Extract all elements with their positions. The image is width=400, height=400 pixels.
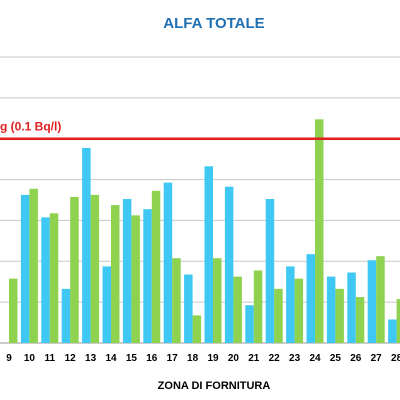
bar-zone-11-series-1 [41, 217, 50, 343]
bars [9, 119, 400, 343]
x-tick-label: 17 [167, 353, 179, 364]
bar-zone-19-series-1 [204, 166, 213, 343]
bar-zone-18-series-1 [184, 274, 193, 343]
x-tick-label: 18 [187, 353, 199, 364]
bar-zone-27-series-1 [367, 260, 377, 343]
x-tick-label: 25 [330, 353, 342, 364]
x-tick-label: 21 [248, 353, 260, 364]
bar-zone-14-series-2 [111, 205, 120, 343]
bar-zone-15-series-1 [122, 198, 132, 343]
bar-zone-26-series-2 [355, 297, 365, 343]
x-tick-label: 15 [126, 353, 138, 364]
bar-zone-25-series-2 [335, 288, 344, 343]
x-tick-label: 23 [289, 353, 301, 364]
bar-zone-20-series-2 [233, 276, 242, 343]
bar-zone-10-series-2 [29, 188, 38, 343]
bar-zone-14-series-1 [102, 266, 111, 343]
x-tick-labels: 9 10 11 12 13 14 15 16 17 18 19 20 21 22 23 24 25 26 27 28 [6, 353, 400, 364]
bar-zone-16-series-1 [143, 209, 152, 343]
bar-zone-18-series-2 [192, 315, 202, 343]
bar-zone-25-series-1 [326, 276, 336, 343]
bar-zone-10-series-1 [20, 194, 30, 343]
x-tick-label: 27 [371, 353, 383, 364]
bar-zone-13-series-1 [82, 147, 91, 343]
x-tick-label: 19 [207, 353, 219, 364]
x-tick-label: 12 [65, 353, 77, 364]
bar-zone-12-series-2 [70, 196, 79, 343]
bar-zone-27-series-2 [376, 256, 385, 343]
bar-zone-11-series-2 [49, 213, 59, 343]
bar-zone-15-series-2 [131, 215, 140, 343]
x-tick-label: 10 [24, 353, 36, 364]
bar-zone-23-series-2 [294, 278, 304, 343]
bar-zone-17-series-2 [172, 258, 181, 343]
bar-zone-21-series-1 [245, 305, 254, 343]
bar-zone-28-series-1 [388, 319, 397, 343]
x-tick-label: 9 [6, 353, 12, 364]
x-tick-label: 20 [228, 353, 240, 364]
bar-zone-9-series-2 [9, 278, 18, 343]
bar-zone-17-series-1 [163, 182, 173, 343]
x-tick-label: 28 [391, 353, 400, 364]
bar-zone-23-series-1 [286, 266, 295, 343]
bar-zone-16-series-2 [151, 190, 161, 343]
x-tick-label: 26 [350, 353, 362, 364]
bar-zone-20-series-1 [224, 186, 234, 343]
x-axis-label: ZONA DI FORNITURA [158, 380, 271, 392]
chart-title: ALFA TOTALE [163, 15, 264, 32]
x-tick-label: 22 [269, 353, 281, 364]
x-tick-label: 24 [309, 353, 321, 364]
bar-zone-24-series-1 [306, 254, 315, 343]
x-tick-label: 11 [45, 353, 56, 364]
reference-line-label: g (0.1 Bq/l) [0, 120, 61, 134]
x-tick-label: 14 [105, 353, 117, 364]
x-tick-label: 13 [85, 353, 97, 364]
bar-zone-28-series-2 [396, 299, 400, 343]
bar-zone-12-series-1 [61, 288, 71, 343]
bar-zone-22-series-2 [274, 288, 283, 343]
x-tick-label: 16 [146, 353, 158, 364]
bar-zone-26-series-1 [347, 272, 356, 343]
bar-zone-22-series-1 [265, 198, 275, 343]
bar-zone-21-series-2 [253, 270, 263, 343]
bar-zone-13-series-2 [90, 194, 100, 343]
bar-zone-19-series-2 [213, 258, 222, 343]
bar-zone-24-series-2 [315, 119, 324, 343]
